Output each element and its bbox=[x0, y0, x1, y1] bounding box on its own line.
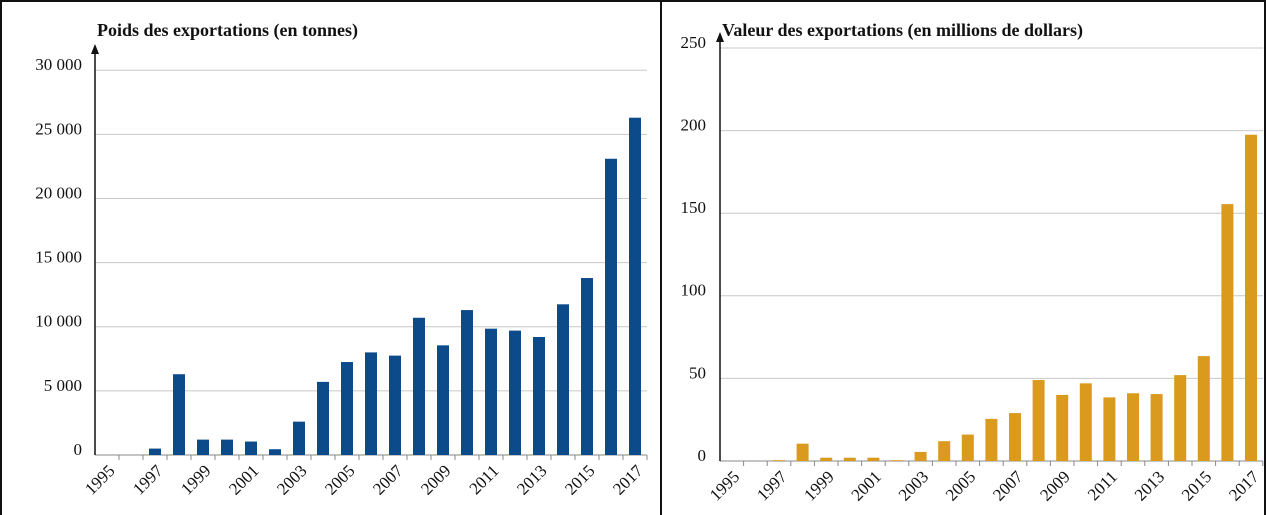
bar bbox=[843, 457, 856, 461]
x-tick-label: 2007 bbox=[369, 461, 407, 499]
bar bbox=[557, 304, 569, 455]
chart-title: Poids des exportations (en tonnes) bbox=[97, 20, 358, 41]
bar bbox=[1103, 397, 1116, 461]
bar bbox=[914, 451, 927, 461]
bar bbox=[1197, 356, 1210, 461]
bar bbox=[317, 381, 329, 455]
x-tick-label: 2013 bbox=[513, 461, 550, 498]
x-tick-label: 2003 bbox=[273, 461, 310, 498]
bar bbox=[605, 158, 617, 455]
x-tick-label: 1997 bbox=[129, 461, 167, 499]
bar bbox=[269, 449, 281, 455]
bar bbox=[149, 448, 161, 455]
bar bbox=[197, 439, 209, 455]
x-tick-label: 2007 bbox=[989, 467, 1027, 505]
bar bbox=[1174, 375, 1187, 461]
y-tick-label: 0 bbox=[74, 440, 83, 459]
y-tick-label: 50 bbox=[689, 363, 706, 382]
x-tick-label: 2001 bbox=[225, 461, 262, 498]
bar bbox=[485, 328, 497, 455]
bar bbox=[245, 441, 257, 455]
bar bbox=[1032, 380, 1045, 461]
x-tick-label: 2011 bbox=[1084, 467, 1121, 504]
y-tick-label: 30 000 bbox=[35, 55, 82, 74]
bar bbox=[293, 421, 305, 455]
y-tick-label: 5 000 bbox=[44, 376, 82, 395]
bar bbox=[173, 374, 185, 455]
x-tick-label: 2001 bbox=[848, 467, 885, 504]
y-tick-label: 0 bbox=[698, 446, 707, 465]
bar bbox=[1221, 204, 1234, 461]
x-tick-label: 2015 bbox=[561, 461, 598, 498]
axis-arrow bbox=[716, 32, 724, 42]
x-tick-label: 1999 bbox=[177, 461, 214, 498]
bar bbox=[341, 362, 353, 455]
bar bbox=[891, 460, 903, 461]
bar bbox=[796, 443, 809, 461]
y-tick-label: 10 000 bbox=[35, 312, 82, 331]
bar bbox=[985, 418, 998, 461]
x-tick-label: 1999 bbox=[800, 467, 837, 504]
bar bbox=[509, 330, 521, 455]
bar bbox=[461, 310, 473, 455]
x-tick-label: 1997 bbox=[753, 467, 791, 505]
bar bbox=[1056, 394, 1069, 461]
bar bbox=[581, 278, 593, 455]
x-tick-label: 1995 bbox=[706, 467, 743, 504]
bar bbox=[629, 117, 641, 456]
bar bbox=[413, 317, 425, 455]
x-tick-label: 2009 bbox=[417, 461, 454, 498]
bar bbox=[389, 355, 401, 455]
bar bbox=[1009, 413, 1021, 461]
chart-title: Valeur des exportations (en millions de … bbox=[722, 20, 1083, 41]
x-tick-label: 2005 bbox=[942, 467, 979, 504]
y-tick-label: 200 bbox=[681, 116, 707, 135]
y-tick-label: 15 000 bbox=[35, 248, 82, 267]
bar bbox=[773, 460, 785, 461]
bar bbox=[365, 352, 377, 455]
bar bbox=[1127, 393, 1139, 461]
y-tick-label: 150 bbox=[681, 198, 707, 217]
x-tick-label: 1995 bbox=[81, 461, 118, 498]
bar bbox=[867, 457, 880, 461]
x-tick-label: 2013 bbox=[1131, 467, 1168, 504]
bar bbox=[221, 439, 233, 455]
bar bbox=[1079, 383, 1092, 461]
axis-arrow bbox=[91, 44, 99, 54]
x-tick-label: 2015 bbox=[1178, 467, 1215, 504]
bar bbox=[938, 441, 951, 461]
bar bbox=[533, 337, 545, 455]
y-tick-label: 20 000 bbox=[35, 183, 82, 202]
x-tick-label: 2009 bbox=[1036, 467, 1073, 504]
x-tick-label: 2003 bbox=[895, 467, 932, 504]
y-tick-label: 25 000 bbox=[35, 119, 82, 138]
y-tick-label: 250 bbox=[681, 33, 707, 52]
bar bbox=[1245, 134, 1257, 462]
bar bbox=[961, 434, 974, 461]
x-tick-label: 2011 bbox=[466, 461, 503, 498]
bar bbox=[820, 457, 833, 461]
y-tick-label: 100 bbox=[681, 281, 707, 300]
bar bbox=[1150, 394, 1163, 461]
x-tick-label: 2017 bbox=[609, 461, 647, 499]
x-tick-label: 2017 bbox=[1225, 467, 1263, 505]
bar bbox=[437, 345, 449, 455]
x-tick-label: 2005 bbox=[321, 461, 358, 498]
